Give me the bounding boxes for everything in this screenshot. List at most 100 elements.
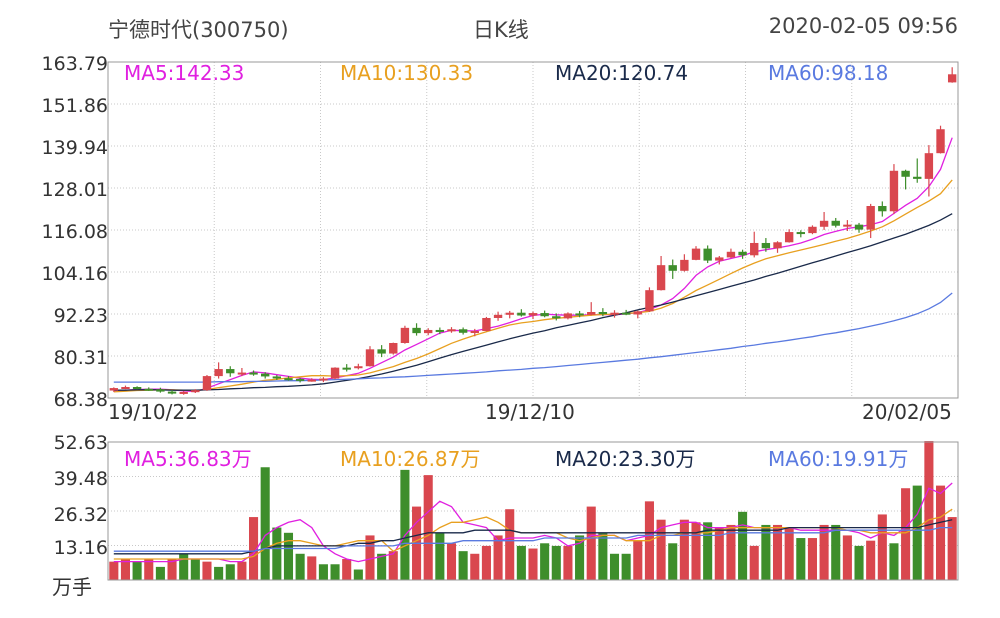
candle-body (354, 366, 363, 369)
volume-bar (144, 559, 154, 580)
price-ma10-legend: MA10:130.33 (340, 61, 474, 85)
volume-bar (283, 532, 294, 580)
candle-body (808, 226, 817, 234)
candle-body (703, 248, 712, 261)
candle-body (237, 372, 247, 375)
candle-body (796, 232, 805, 235)
candle-body (179, 391, 188, 394)
volume-bar (575, 535, 585, 580)
volume-bar (120, 559, 131, 580)
volume-bar (295, 553, 305, 580)
volume-panel-border (107, 441, 959, 581)
volume-bar (784, 527, 794, 580)
candle-body (202, 376, 212, 391)
volume-bar (889, 543, 899, 580)
volume-bar (738, 511, 748, 580)
volume-ytick-label: 52.63 (53, 432, 108, 454)
candle-body (947, 74, 957, 83)
candle-body (458, 329, 468, 333)
candle-body (482, 317, 491, 332)
candle-body (831, 220, 840, 226)
candle-body (936, 129, 945, 154)
candle-body (552, 316, 561, 319)
volume-ytick-label: 39.48 (53, 468, 108, 490)
candle-body (656, 265, 666, 291)
volume-bar (772, 524, 783, 580)
candle-body (214, 369, 223, 377)
candle-body (284, 378, 293, 381)
candle-body (167, 391, 177, 394)
candle-body (342, 367, 351, 370)
candle-body (901, 170, 910, 177)
volume-bar (551, 545, 561, 580)
volume-bar (365, 535, 375, 580)
candle-body (249, 372, 258, 375)
volume-ytick-label: 13.16 (53, 537, 108, 559)
candle-body (505, 312, 514, 315)
volume-bar (516, 545, 526, 580)
candle-body (191, 390, 200, 393)
candle-body (109, 388, 119, 391)
price-ytick-label: 163.79 (41, 53, 108, 75)
volume-bar (714, 527, 724, 580)
volume-bar (796, 538, 806, 580)
candle-body (540, 313, 549, 317)
volume-bar (807, 538, 817, 580)
candle-body (784, 232, 794, 243)
volume-bar (342, 559, 352, 580)
price-panel-border (107, 61, 959, 399)
candle-body (738, 251, 747, 256)
candle-body (819, 220, 829, 227)
candle-body (517, 312, 526, 316)
candle-body (470, 331, 479, 334)
volume-ma10-legend: MA10:26.87万 (340, 447, 481, 471)
volume-bar (330, 564, 340, 580)
volume-bar (924, 441, 934, 580)
date-label: 19/12/10 (485, 400, 575, 424)
candle-body (389, 342, 398, 354)
candle-body (132, 387, 142, 390)
price-ma60-legend: MA60:98.18 (768, 61, 889, 85)
candle-body (621, 312, 631, 315)
volume-bar (505, 509, 515, 580)
candle-body (750, 242, 759, 256)
candle-body (843, 224, 852, 227)
volume-bar (353, 569, 363, 580)
candle-body (680, 259, 689, 271)
volume-bar (819, 524, 829, 580)
candle-body (587, 312, 596, 315)
volume-bar (703, 522, 713, 580)
candle-body (330, 367, 340, 379)
volume-bar (423, 475, 433, 580)
volume-bar (621, 553, 631, 580)
volume-bar (470, 553, 480, 580)
chart-period: 日K线 (473, 18, 529, 42)
candle-body (598, 312, 608, 315)
volume-bar (656, 519, 666, 580)
volume-bar (528, 548, 538, 580)
volume-bar (831, 524, 841, 580)
volume-bar (633, 540, 643, 580)
candle-body (447, 329, 456, 332)
candle-body (633, 311, 642, 315)
volume-bar (388, 551, 398, 580)
price-ytick-label: 151.86 (41, 95, 108, 117)
candle-body (726, 251, 736, 258)
candle-body (424, 329, 433, 334)
date-label: 19/10/22 (108, 400, 198, 424)
price-grid (108, 62, 958, 398)
candle-body (493, 314, 503, 318)
volume-bar (947, 517, 957, 580)
date-label: 20/02/05 (862, 400, 952, 424)
volume-bar (586, 506, 596, 580)
candle-body (610, 312, 619, 315)
volume-bar (260, 467, 270, 580)
volume-bar (866, 540, 876, 580)
candle-body (400, 327, 410, 343)
candle-body (435, 329, 445, 332)
candle-body (121, 387, 130, 390)
volume-bar (237, 561, 247, 580)
candle-body (575, 313, 584, 316)
volume-ma20-legend: MA20:23.30万 (555, 447, 696, 471)
